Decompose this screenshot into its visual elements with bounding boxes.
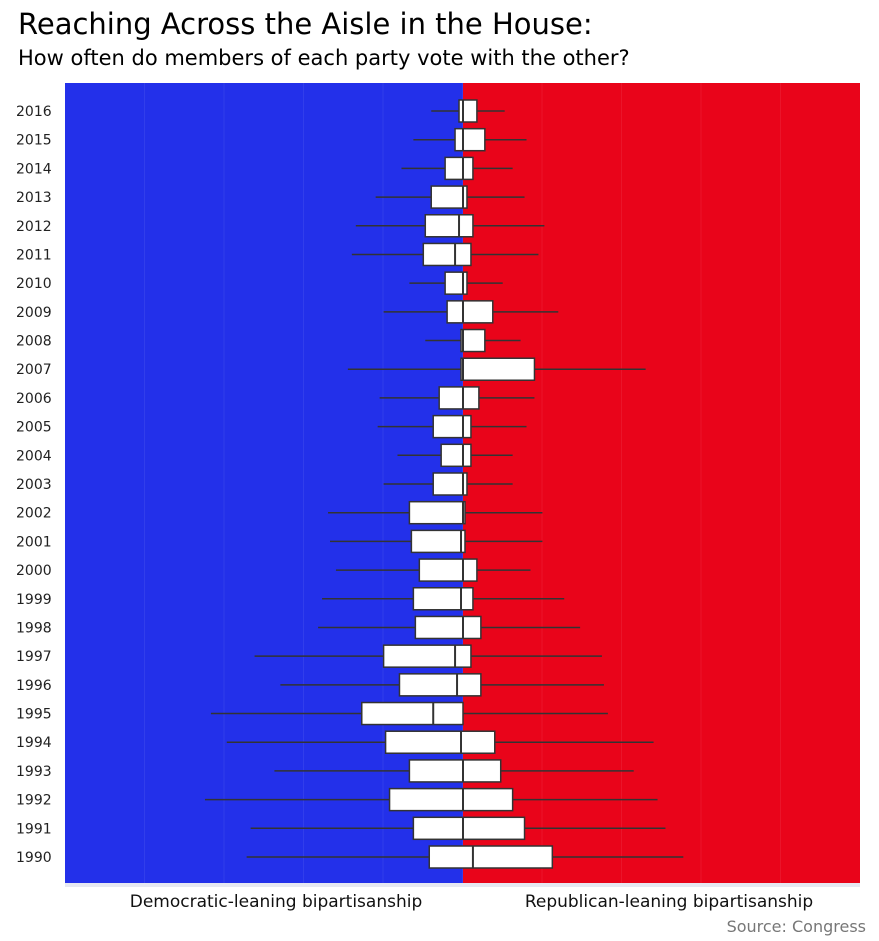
year-tick-label: 1999 <box>16 592 52 608</box>
year-tick-label: 1994 <box>16 735 52 751</box>
year-tick-label: 2013 <box>16 190 52 206</box>
year-tick-label: 2001 <box>16 534 52 550</box>
box-iqr <box>432 414 472 439</box>
box-iqr <box>432 472 468 496</box>
box-iqr <box>446 300 494 324</box>
republican-region <box>463 83 860 885</box>
year-tick-label: 2003 <box>16 477 52 493</box>
year-tick-label: 1993 <box>16 764 52 780</box>
year-tick-label: 1992 <box>16 793 52 809</box>
year-tick-label: 2011 <box>16 247 52 263</box>
box-iqr <box>438 386 480 410</box>
year-tick-label: 1997 <box>16 649 52 665</box>
year-tick-label: 2005 <box>16 420 52 436</box>
box-iqr <box>410 529 466 554</box>
chart-title: Reaching Across the Aisle in the House: <box>18 7 593 41</box>
year-tick-label: 1998 <box>16 620 52 636</box>
box-iqr <box>444 156 474 181</box>
box-iqr <box>382 644 472 668</box>
year-tick-label: 2006 <box>16 391 52 407</box>
box-iqr <box>430 185 468 209</box>
source-note: Source: Congress <box>727 917 866 936</box>
box-iqr <box>422 242 472 267</box>
x-axis-line <box>65 883 860 887</box>
x-label-republican: Republican-leaning bipartisanship <box>525 892 813 912</box>
box-iqr <box>414 615 482 640</box>
year-tick-label: 1990 <box>16 850 52 866</box>
box-iqr <box>460 328 486 353</box>
box-iqr <box>460 357 536 381</box>
year-tick-label: 2010 <box>16 276 52 292</box>
box-iqr <box>440 443 472 468</box>
box-iqr <box>458 99 478 123</box>
year-tick-label: 2012 <box>16 219 52 235</box>
year-tick-label: 2015 <box>16 133 52 149</box>
year-tick-label: 2014 <box>16 161 52 177</box>
year-tick-label: 2009 <box>16 305 52 321</box>
box-iqr <box>454 127 486 152</box>
box-iqr <box>412 816 526 841</box>
year-tick-label: 1991 <box>16 821 52 837</box>
year-tick-label: 1996 <box>16 678 52 694</box>
box-iqr <box>388 787 514 812</box>
box-iqr <box>361 701 464 726</box>
year-tick-label: 2004 <box>16 448 52 464</box>
box-iqr <box>408 759 502 783</box>
year-tick-label: 2016 <box>16 104 52 120</box>
year-tick-label: 2007 <box>16 362 52 378</box>
box-iqr <box>398 673 482 697</box>
box-iqr <box>444 271 468 295</box>
box-iqr <box>408 500 466 525</box>
year-tick-label: 2000 <box>16 563 52 579</box>
x-label-democratic: Democratic-leaning bipartisanship <box>130 892 423 912</box>
box-iqr <box>384 730 496 754</box>
box-iqr <box>412 587 474 611</box>
chart-subtitle: How often do members of each party vote … <box>18 46 630 70</box>
box-iqr <box>418 558 478 582</box>
box-iqr <box>428 845 554 869</box>
year-tick-label: 1995 <box>16 707 52 723</box>
box-iqr <box>424 214 474 238</box>
year-tick-label: 2002 <box>16 506 52 522</box>
year-tick-label: 2008 <box>16 334 52 350</box>
